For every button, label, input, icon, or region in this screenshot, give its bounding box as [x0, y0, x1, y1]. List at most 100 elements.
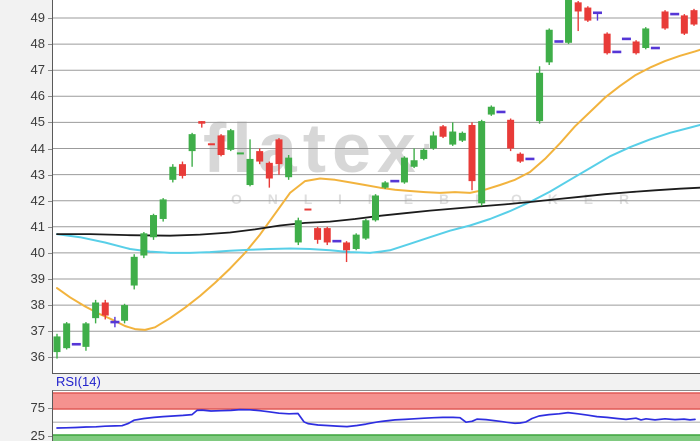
neutral-dash-marker	[554, 40, 564, 43]
candle-body	[449, 131, 457, 145]
ma-mid-cyan	[56, 124, 700, 254]
candle-body	[63, 323, 71, 349]
candle-body	[304, 208, 312, 211]
oversold-band	[53, 435, 700, 441]
candle-body	[420, 149, 428, 159]
neutral-dash-marker	[592, 11, 602, 15]
price-axis-label-tick	[48, 96, 53, 98]
rsi-chart[interactable]	[53, 391, 700, 441]
candle-body	[217, 135, 225, 156]
candle-body	[159, 199, 167, 219]
price-axis-label: 48	[30, 36, 45, 52]
price-axis-label-tick	[48, 122, 53, 124]
price-axis-label: 37	[30, 323, 45, 339]
candle-body	[150, 215, 158, 238]
candle-body	[584, 7, 592, 21]
ma-fast-orange	[56, 48, 700, 331]
price-axis-label-tick	[48, 331, 53, 333]
candlestick-chart[interactable]	[53, 0, 700, 373]
candle-body	[188, 134, 196, 152]
price-axis-label-tick	[48, 70, 53, 72]
price-axis-label-tick	[48, 174, 53, 176]
overbought-band	[53, 392, 700, 409]
candle-body	[140, 233, 148, 256]
candle-body	[565, 0, 573, 43]
price-axis-label: 44	[30, 140, 45, 156]
rsi-line	[56, 408, 696, 429]
candle-body	[256, 151, 264, 162]
price-axis-label: 46	[30, 88, 45, 104]
candle-body	[178, 164, 186, 176]
rsi-indicator-label: RSI(14)	[56, 374, 101, 389]
candle-body	[314, 228, 322, 240]
candle-body	[439, 126, 447, 137]
candle-body	[680, 15, 688, 34]
rsi-axis-label: 75	[30, 400, 45, 415]
rsi-pane[interactable]	[52, 390, 700, 441]
candle-body	[198, 121, 206, 124]
rsi-axis-label: 25	[30, 428, 45, 441]
candle-body	[227, 130, 235, 150]
neutral-dash-marker	[650, 46, 660, 50]
candle-body	[400, 157, 408, 183]
candle-body	[545, 29, 553, 63]
price-axis-label-tick	[48, 44, 53, 46]
price-axis-label-tick	[48, 252, 53, 254]
price-axis-label-tick	[48, 18, 53, 19]
neutral-dash-marker	[390, 179, 400, 183]
price-axis-label-tick	[48, 305, 53, 307]
price-axis-label: 47	[30, 62, 45, 78]
candle-body	[410, 160, 418, 167]
neutral-dash-marker	[525, 157, 535, 161]
candle-body	[516, 153, 524, 162]
price-axis-label: 41	[30, 218, 45, 234]
price-axis-label: 36	[30, 349, 45, 365]
candle-body	[275, 139, 283, 165]
price-axis-label-tick	[48, 148, 53, 150]
neutral-dash-marker	[670, 12, 680, 16]
candle-body	[487, 106, 495, 115]
price-axis-label: 45	[30, 114, 45, 130]
candle-body	[603, 33, 611, 54]
neutral-dash-marker	[612, 50, 622, 54]
price-axis: 49 48 47 46 45 44 43 42 41 40 39 38 37 36 75 25	[0, 0, 53, 441]
price-axis-label-tick	[48, 357, 53, 359]
candle-body	[236, 152, 244, 155]
candle-body	[265, 162, 273, 179]
price-axis-label-tick	[48, 226, 53, 228]
ma-slow-black	[56, 186, 700, 237]
neutral-dash-marker	[71, 342, 81, 346]
price-axis-label: 43	[30, 166, 45, 182]
candle-body	[478, 121, 486, 204]
candle-body	[429, 135, 437, 149]
candle-body	[285, 157, 293, 178]
candle-body	[362, 220, 370, 239]
candle-body	[169, 166, 177, 180]
candle-body	[507, 119, 515, 149]
price-axis-label: 49	[30, 10, 45, 25]
candle-body	[574, 2, 582, 12]
candle-body	[121, 305, 129, 321]
price-axis-label: 42	[30, 192, 45, 208]
rsi-axis-label-tick	[48, 436, 53, 437]
candle-body	[323, 228, 331, 243]
candle-body	[246, 158, 254, 186]
candle-body	[343, 242, 351, 251]
candle-body	[536, 72, 544, 122]
neutral-dash-marker	[621, 37, 631, 41]
price-axis-label-tick	[48, 200, 53, 202]
candle-body	[371, 195, 379, 221]
candle-body	[661, 11, 669, 29]
candle-body	[92, 302, 100, 319]
price-axis-label: 39	[30, 271, 45, 286]
price-axis-label: 38	[30, 297, 45, 313]
neutral-dash-marker	[110, 320, 120, 324]
neutral-dash-marker	[332, 239, 342, 243]
candle-body	[690, 10, 698, 25]
candlestick-pane[interactable]: flatex· O N L I N E B R O K E R	[52, 0, 700, 374]
candle-body	[53, 336, 61, 353]
candle-body	[130, 256, 138, 286]
price-axis-label: 40	[30, 244, 45, 260]
candle-body	[207, 143, 215, 146]
